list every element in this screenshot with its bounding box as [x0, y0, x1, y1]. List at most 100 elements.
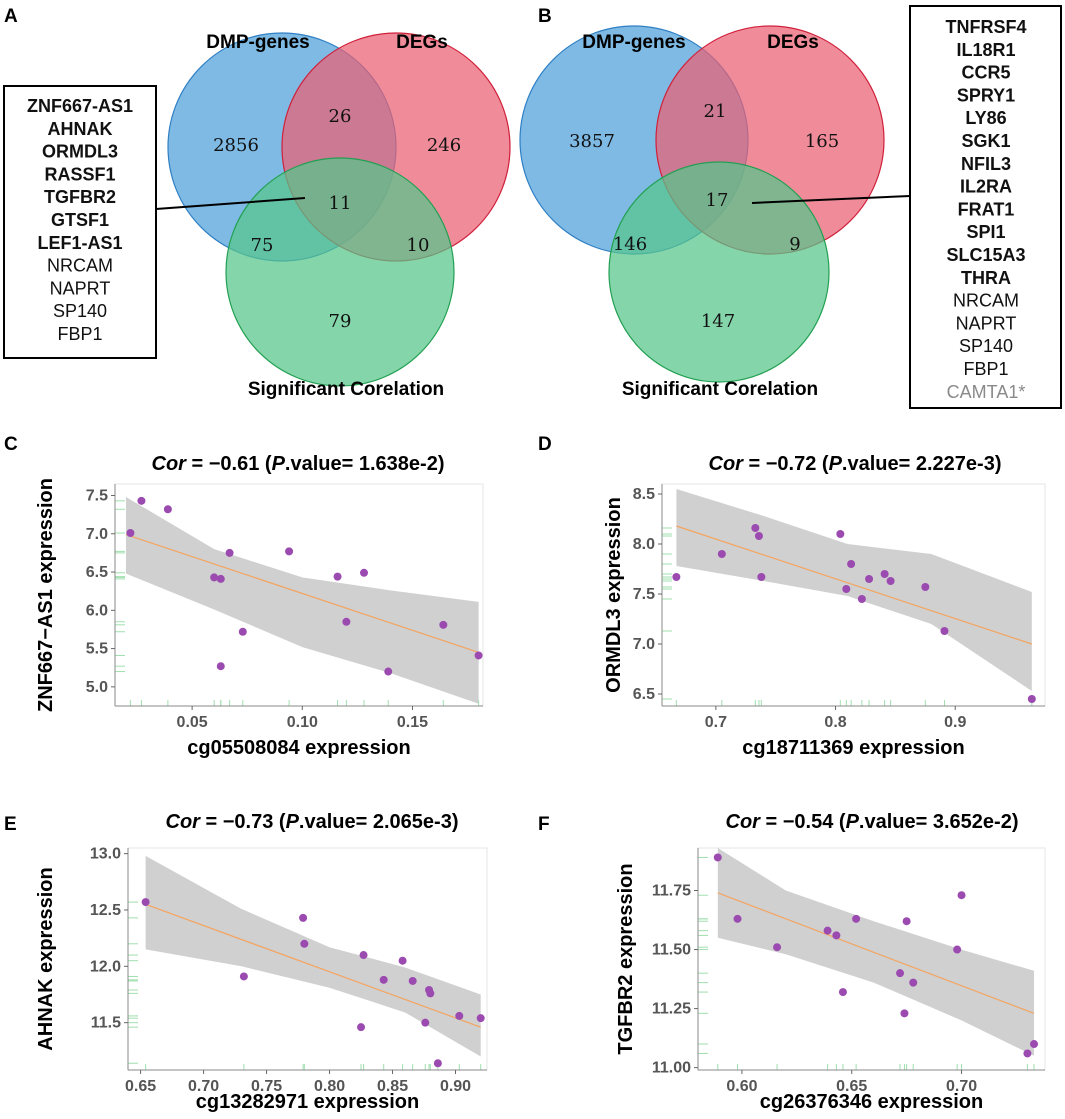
plot-e-fit-line	[145, 903, 481, 1028]
plot-e-point-9	[408, 976, 417, 985]
venn-a-gene-8: NRCAM	[47, 256, 113, 276]
plot-d-point-12	[886, 577, 895, 585]
venn-b-gene-15: SP140	[959, 336, 1013, 356]
plot-d-point-6	[836, 530, 845, 538]
plot-c-point-8	[238, 627, 247, 636]
plot-c-y-tick-label: 6.0	[86, 602, 108, 619]
venn-a-gene-1: ZNF667-AS1	[27, 96, 133, 116]
venn-b-gene-1: TNFRSF4	[946, 17, 1027, 37]
plot-e-confidence-band	[145, 855, 481, 1057]
venn-b-label-corr: Significant Corelation	[622, 379, 818, 400]
plot-d-title-p-value: .value= 2.227e-3)	[842, 453, 1002, 475]
plot-c-point-7	[225, 548, 234, 557]
plot-e-y-tick-label: 13.0	[90, 846, 121, 863]
venn-b-gene-12: THRA	[961, 268, 1011, 288]
plot-c-y-tick-label: 7.0	[86, 526, 108, 543]
scatter-plot-c: 0.05 0.10 0.15 5.0 5.5 6.0 6.5 7.0 7.5 cg05508084…	[35, 453, 484, 759]
plot-f-point-6	[838, 988, 847, 997]
plot-c-title-cor: Cor	[152, 453, 188, 475]
plot-f-y-title: TGFBR2 expression	[615, 863, 637, 1054]
venn-b-count-dmp-only: 3857	[569, 131, 615, 152]
plot-c-point-14	[439, 620, 448, 629]
plot-c-point-2	[137, 496, 146, 505]
plot-d-x-tick-label: 0.7	[705, 714, 727, 731]
plot-d-y-tick-label: 7.0	[633, 636, 655, 653]
plot-f-y-tick-label: 11.25	[652, 1001, 691, 1018]
plot-f-title-p: P	[846, 811, 860, 833]
plot-e-x-tick-label: 0.80	[314, 1078, 345, 1095]
plot-f-title-p-value: .value= 3.652e-2)	[859, 811, 1019, 833]
panel-letter-e: E	[4, 814, 17, 835]
venn-b-label-degs: DEGs	[767, 32, 819, 53]
venn-b-gene-13: NRCAM	[953, 291, 1019, 311]
plot-e-title-cor: Cor	[166, 811, 202, 833]
plot-c-point-11	[342, 617, 351, 626]
plot-d-title-cor: Cor	[709, 453, 745, 475]
plot-e-point-2	[239, 972, 248, 981]
plot-d-point-10	[865, 575, 874, 583]
venn-b-gene-5: LY86	[965, 108, 1006, 128]
venn-a-gene-2: AHNAK	[48, 119, 113, 139]
venn-b-label-dmp: DMP-genes	[582, 32, 685, 53]
plot-e-point-13	[433, 1059, 442, 1068]
scatter-plot-e: 0.65 0.70 0.75 0.80 0.85 0.90 11.5 12.0 12.5 13.0…	[35, 811, 488, 1113]
venn-a-gene-10: SP140	[53, 301, 107, 321]
panel-letter-d: D	[538, 434, 552, 455]
venn-a-gene-7: LEF1-AS1	[37, 233, 122, 253]
plot-c-point-12	[360, 568, 369, 577]
venn-a-label-corr: Significant Corelation	[248, 379, 444, 400]
venn-a-gene-11: FBP1	[57, 324, 102, 344]
venn-b-gene-7: NFIL3	[961, 154, 1011, 174]
plot-d-x-tick-label: 0.9	[944, 714, 966, 731]
plot-d-point-9	[857, 595, 866, 603]
plot-c-point-3	[163, 505, 172, 514]
plot-e-x-tick-label: 0.75	[251, 1078, 282, 1095]
plot-f-x-tick-label: 0.70	[946, 1078, 977, 1095]
plot-c-title-p-value: .value= 1.638e-2)	[285, 453, 445, 475]
plot-d-y-tick-label: 7.5	[633, 586, 655, 603]
plot-c-point-10	[333, 572, 342, 581]
plot-c-y-tick-label: 5.0	[86, 679, 108, 696]
venn-b-gene-3: CCR5	[961, 63, 1010, 83]
plot-e-title-cor-value: = −0.73 (	[200, 811, 286, 833]
plot-d-point-13	[921, 583, 930, 591]
plot-e-point-3	[299, 913, 308, 922]
plot-f-point-1	[713, 853, 722, 862]
plot-c-point-5	[216, 574, 225, 583]
plot-d-x-title: cg18711369 expression	[742, 737, 964, 759]
plot-c-point-1	[126, 528, 135, 537]
plot-c-point-9	[285, 547, 294, 556]
plot-f-confidence-band	[717, 848, 1034, 1056]
plot-e-point-14	[455, 1011, 464, 1020]
plot-c-fit-line	[125, 533, 479, 653]
plot-d-title-p: P	[829, 453, 843, 475]
panel-letter-a: A	[4, 6, 18, 27]
plot-f-point-7	[852, 914, 861, 923]
venn-a-gene-box	[3, 85, 157, 359]
plot-e-point-12	[426, 989, 435, 998]
plot-d-fit-line	[676, 525, 1033, 645]
venn-b-gene-2: IL18R1	[956, 40, 1015, 60]
plot-e-point-7	[379, 975, 388, 984]
plot-d-point-1	[672, 573, 681, 581]
panel-letter-f: F	[538, 814, 550, 835]
plot-c-point-6	[216, 662, 225, 671]
plot-c-point-4	[210, 573, 219, 582]
plot-d-confidence-band	[676, 489, 1032, 691]
plot-f-y-tick-label: 11.00	[652, 1060, 691, 1077]
plot-f-title-cor-value: = −0.54 (	[760, 811, 846, 833]
plot-d-point-2	[717, 550, 726, 558]
plot-e-title-p-value: .value= 2.065e-3)	[299, 811, 459, 833]
plot-d-y-tick-label: 8.5	[633, 486, 655, 503]
venn-a-circle-corr	[225, 157, 455, 387]
plot-f-point-15	[1030, 1040, 1039, 1049]
plot-e-point-4	[300, 939, 309, 948]
plot-f-point-11	[909, 978, 918, 987]
plot-e-point-10	[421, 1018, 430, 1027]
plot-f-point-12	[953, 945, 962, 954]
venn-diagram-b: DMP-genes DEGs Significant Corelation 38…	[519, 5, 1062, 409]
venn-b-circle-corr	[608, 161, 830, 383]
venn-a-count-dmp-corr: 75	[251, 235, 274, 256]
plot-f-point-4	[823, 926, 832, 935]
